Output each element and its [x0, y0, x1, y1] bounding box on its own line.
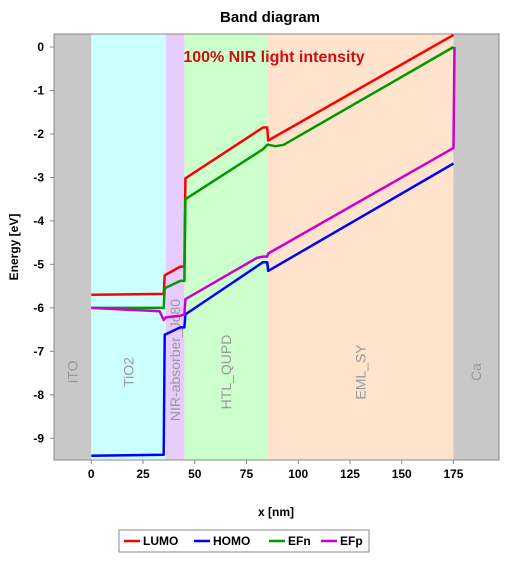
y-tick-label: -9	[33, 431, 44, 445]
y-tick-label: -1	[33, 84, 44, 98]
y-tick-label: -4	[33, 214, 44, 228]
x-tick-label: 150	[392, 467, 412, 481]
x-tick-label: 0	[88, 467, 95, 481]
intensity-annotation: 100% NIR light intensity	[183, 49, 364, 66]
x-axis: 0 25 50 75 100 125 150 175	[88, 460, 464, 481]
y-axis-label: Energy [eV]	[7, 214, 21, 281]
region-label-ito: ITO	[65, 360, 81, 383]
y-tick-label: -5	[33, 257, 44, 271]
y-tick-label: -7	[33, 344, 44, 358]
y-tick-label: -3	[33, 170, 44, 184]
legend-label-lumo: LUMO	[143, 534, 178, 548]
y-tick-label: 0	[37, 40, 44, 54]
series-lines	[91, 33, 456, 457]
x-tick-label: 175	[443, 467, 463, 481]
series-line-efp	[91, 46, 456, 322]
y-axis: 0 -1 -2 -3 -4 -5 -6 -7 -8 -9	[33, 40, 54, 445]
series-line-homo	[91, 162, 455, 457]
plot-frame	[53, 33, 500, 461]
x-tick-label: 25	[136, 467, 150, 481]
region-tio2	[91, 34, 166, 460]
y-tick-label: -8	[33, 388, 44, 402]
x-axis-label: x [nm]	[258, 505, 294, 519]
region-label-ca: Ca	[468, 363, 484, 381]
layer-regions	[54, 34, 499, 460]
region-ca	[453, 34, 499, 460]
legend: LUMO HOMO EFn EFp	[118, 529, 370, 553]
series-line-efn	[91, 45, 455, 310]
x-tick-label: 100	[288, 467, 308, 481]
y-tick-label: -2	[33, 127, 44, 141]
x-tick-label: 50	[188, 467, 202, 481]
region-ito	[54, 34, 92, 460]
legend-label-homo: HOMO	[213, 534, 250, 548]
legend-label-efp: EFp	[340, 534, 363, 548]
chart-title: Band diagram	[220, 9, 320, 26]
legend-box	[118, 529, 370, 553]
region-label-tio2: TiO2	[121, 357, 137, 387]
region-htl-qupd	[184, 34, 268, 460]
region-eml-sy	[267, 34, 454, 460]
region-nir-absorber-jo80	[165, 34, 185, 460]
y-tick-label: -6	[33, 301, 44, 315]
region-label-eml-sy: EML_SY	[352, 344, 368, 400]
x-tick-label: 125	[340, 467, 360, 481]
x-tick-label: 75	[240, 467, 254, 481]
legend-label-efn: EFn	[288, 534, 311, 548]
region-label-htl-qupd: HTL_QUPD	[218, 335, 234, 410]
